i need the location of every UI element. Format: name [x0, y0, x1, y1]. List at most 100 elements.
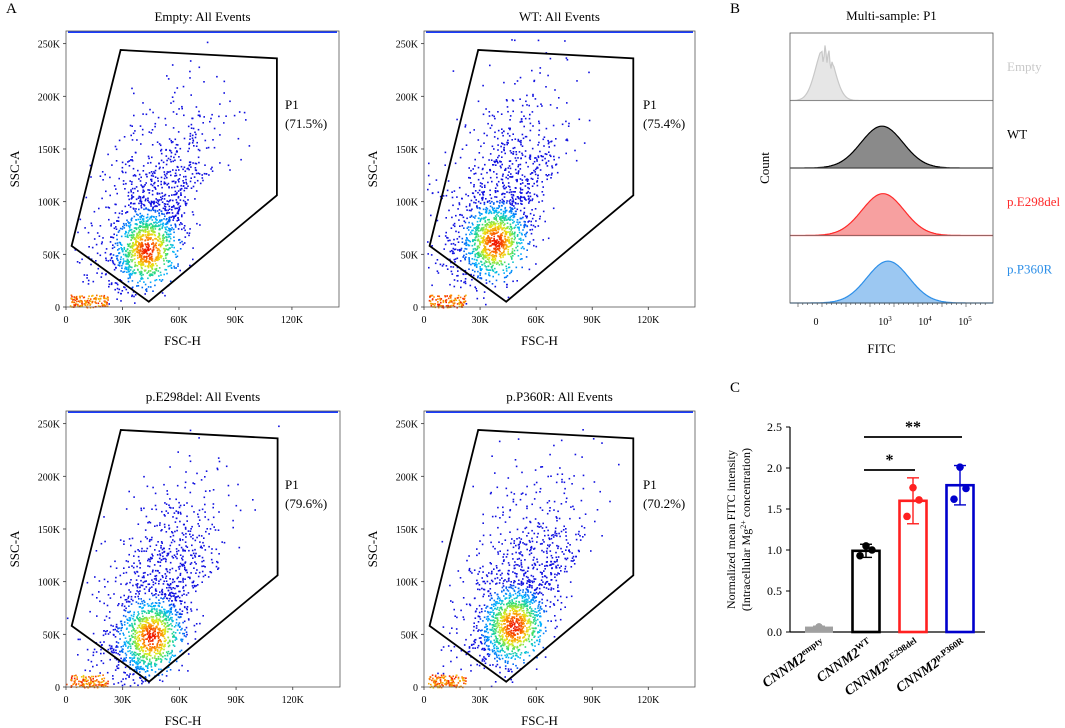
scatter-point: [137, 555, 140, 558]
scatter-point: [190, 554, 193, 557]
scatter-point: [477, 166, 480, 169]
scatter-point: [489, 176, 492, 179]
scatter-point: [131, 244, 133, 247]
scatter-point: [142, 649, 145, 652]
scatter-point: [495, 271, 497, 274]
scatter-point: [71, 297, 73, 300]
scatter-point: [164, 268, 166, 271]
scatter-point: [132, 244, 134, 246]
scatter-point: [171, 649, 173, 652]
scatter-point: [80, 684, 82, 687]
scatter-point: [511, 248, 514, 250]
scatter-point: [493, 258, 495, 261]
scatter-point: [158, 639, 161, 642]
scatter-point: [150, 669, 153, 671]
scatter-point: [151, 274, 154, 277]
scatter-point: [434, 262, 437, 265]
scatter-point: [148, 653, 151, 656]
scatter-point: [510, 242, 512, 245]
scatter-point: [525, 135, 528, 138]
scatter-point: [90, 685, 93, 688]
scatter-point: [491, 265, 493, 268]
scatter-point: [79, 296, 81, 299]
scatter-point: [131, 624, 134, 627]
scatter-point: [128, 566, 130, 568]
scatter-point: [191, 134, 194, 137]
scatter-point: [152, 243, 155, 245]
scatter-point: [105, 297, 108, 300]
scatter-point: [163, 213, 165, 215]
scatter-point: [487, 241, 490, 243]
scatter-point: [146, 272, 148, 274]
scatter-point: [537, 144, 539, 146]
scatter-point: [155, 225, 157, 228]
scatter-point: [186, 606, 189, 608]
scatter-point: [82, 683, 85, 685]
scatter-point: [175, 608, 177, 611]
scatter-point: [537, 177, 539, 180]
scatter-point: [142, 606, 144, 609]
scatter-point: [182, 581, 184, 583]
scatter-point: [515, 224, 517, 227]
scatter-point: [473, 184, 475, 186]
scatter-point: [481, 251, 484, 254]
scatter-point: [112, 649, 115, 652]
scatter-point: [109, 194, 111, 197]
scatter-point: [517, 165, 519, 168]
scatter-point: [162, 207, 165, 210]
scatter-point: [210, 168, 212, 170]
scatter-point: [511, 197, 514, 200]
scatter-point: [181, 627, 183, 630]
scatter-point: [148, 598, 151, 601]
scatter-point: [113, 227, 116, 230]
scatter-point: [163, 203, 166, 205]
scatter-point: [167, 229, 169, 232]
scatter-point: [488, 115, 491, 117]
scatter-point: [152, 249, 154, 252]
scatter-point: [470, 215, 473, 218]
scatter-point: [530, 220, 532, 223]
scatter-point: [464, 221, 467, 224]
scatter-point: [150, 200, 153, 203]
x-tick-label: 90K: [584, 315, 602, 326]
scatter-point: [164, 215, 166, 218]
scatter-point: [487, 224, 489, 226]
scatter-point: [108, 303, 110, 305]
scatter-point: [515, 198, 517, 200]
scatter-point: [149, 273, 151, 275]
scatter-point: [163, 198, 166, 200]
scatter-point: [173, 554, 176, 556]
scatter-point: [164, 249, 166, 252]
scatter-point: [79, 299, 82, 302]
scatter-point: [115, 148, 118, 151]
scatter-point: [237, 483, 239, 486]
scatter-point: [163, 218, 165, 220]
scatter-point: [500, 233, 503, 235]
scatter-point: [152, 241, 154, 244]
scatter-point: [487, 122, 489, 125]
scatter-point: [489, 194, 491, 196]
scatter-point: [494, 196, 496, 198]
scatter-point: [87, 279, 90, 282]
scatter-point: [498, 260, 501, 262]
scatter-point: [127, 221, 129, 223]
scatter-point: [100, 652, 102, 655]
scatter-point: [519, 163, 522, 166]
scatter-point: [523, 175, 526, 178]
scatter-point: [124, 637, 127, 639]
scatter-point: [87, 304, 89, 306]
scatter-point: [232, 519, 234, 522]
scatter-point: [501, 201, 504, 204]
scatter-point: [155, 247, 158, 249]
scatter-point: [172, 603, 175, 606]
scatter-point: [495, 164, 497, 166]
scatter-point: [159, 243, 162, 246]
scatter-point: [145, 550, 148, 552]
scatter-point: [513, 227, 515, 229]
scatter-point: [165, 269, 168, 271]
scatter-point: [130, 218, 133, 221]
scatter-point: [167, 666, 170, 668]
scatter-point: [183, 523, 185, 526]
scatter-point: [431, 192, 434, 194]
scatter-point: [429, 296, 431, 298]
